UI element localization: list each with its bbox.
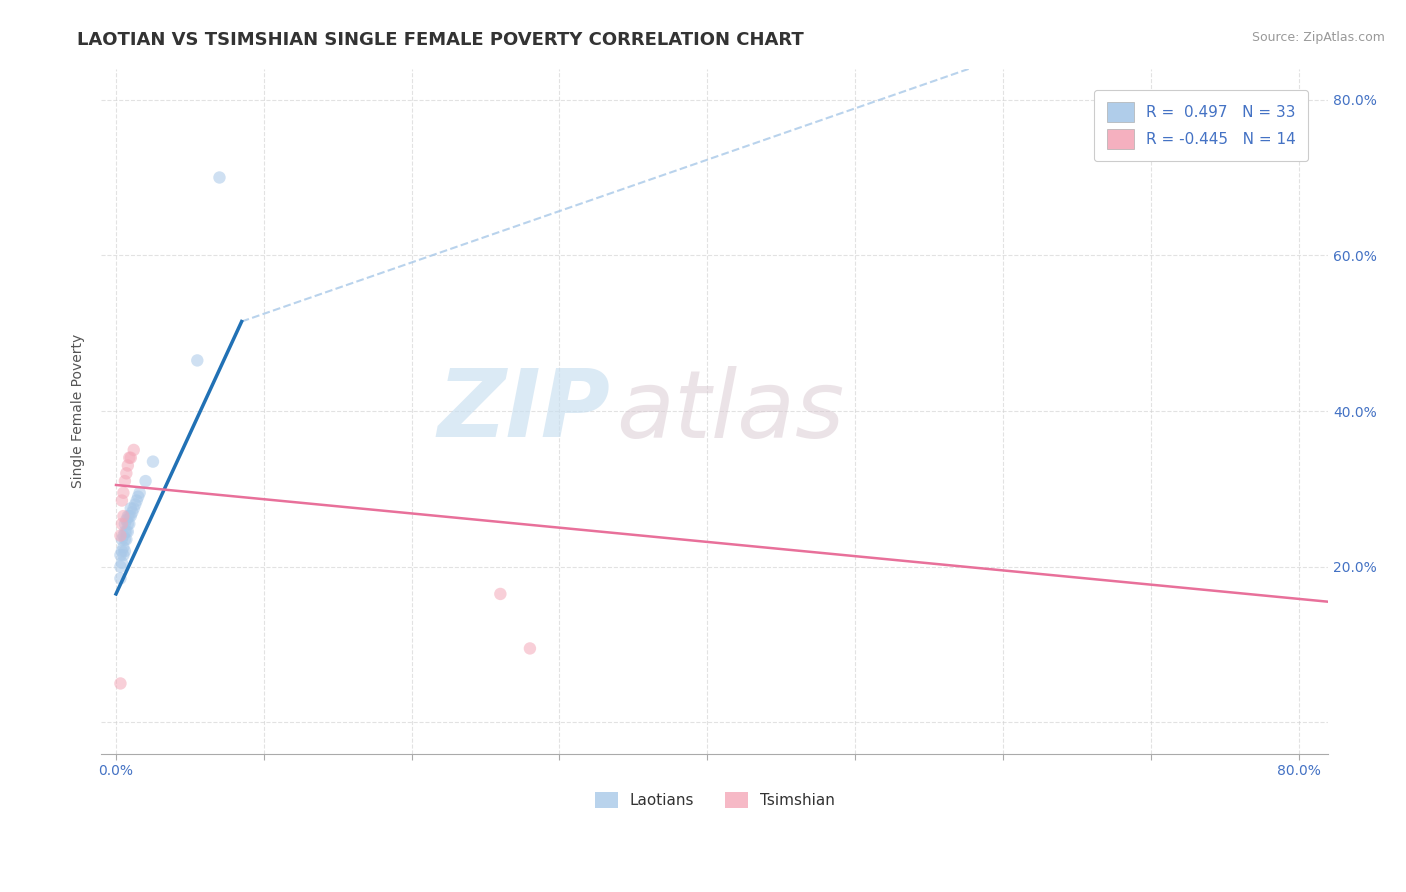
Point [118, 450, 141, 465]
Point [121, 505, 143, 519]
Point [122, 442, 145, 457]
Text: LAOTIAN VS TSIMSHIAN SINGLE FEMALE POVERTY CORRELATION CHART: LAOTIAN VS TSIMSHIAN SINGLE FEMALE POVER… [77, 31, 804, 49]
Point [118, 516, 141, 531]
Point [110, 548, 132, 562]
Point [111, 544, 134, 558]
Point [125, 493, 148, 508]
Point [111, 533, 134, 547]
Point [114, 524, 136, 539]
Text: ZIP: ZIP [437, 365, 610, 457]
Point [117, 509, 139, 524]
Point [111, 516, 134, 531]
Point [120, 450, 142, 465]
Point [208, 170, 231, 185]
Text: Source: ZipAtlas.com: Source: ZipAtlas.com [1251, 31, 1385, 45]
Point [110, 571, 132, 585]
Point [111, 556, 134, 570]
Y-axis label: Single Female Poverty: Single Female Poverty [72, 334, 86, 488]
Point [115, 467, 138, 481]
Point [122, 501, 145, 516]
Point [114, 533, 136, 547]
Point [135, 474, 157, 488]
Point [519, 641, 541, 656]
Legend: Laotians, Tsimshian: Laotians, Tsimshian [589, 786, 841, 814]
Point [117, 458, 139, 473]
Point [186, 353, 208, 368]
Point [128, 485, 150, 500]
Point [112, 528, 135, 542]
Point [112, 548, 135, 562]
Point [112, 540, 135, 554]
Point [110, 559, 132, 574]
Point [117, 516, 139, 531]
Point [489, 587, 512, 601]
Point [118, 509, 141, 524]
Point [112, 485, 135, 500]
Point [142, 455, 165, 469]
Text: atlas: atlas [617, 366, 845, 457]
Point [115, 533, 138, 547]
Point [115, 513, 138, 527]
Point [114, 544, 136, 558]
Point [114, 516, 136, 531]
Point [110, 528, 132, 542]
Point [120, 509, 142, 524]
Point [115, 524, 138, 539]
Point [110, 676, 132, 690]
Point [114, 474, 136, 488]
Point [117, 524, 139, 539]
Point [127, 490, 149, 504]
Point [120, 501, 142, 516]
Point [124, 497, 146, 511]
Point [111, 493, 134, 508]
Point [112, 509, 135, 524]
